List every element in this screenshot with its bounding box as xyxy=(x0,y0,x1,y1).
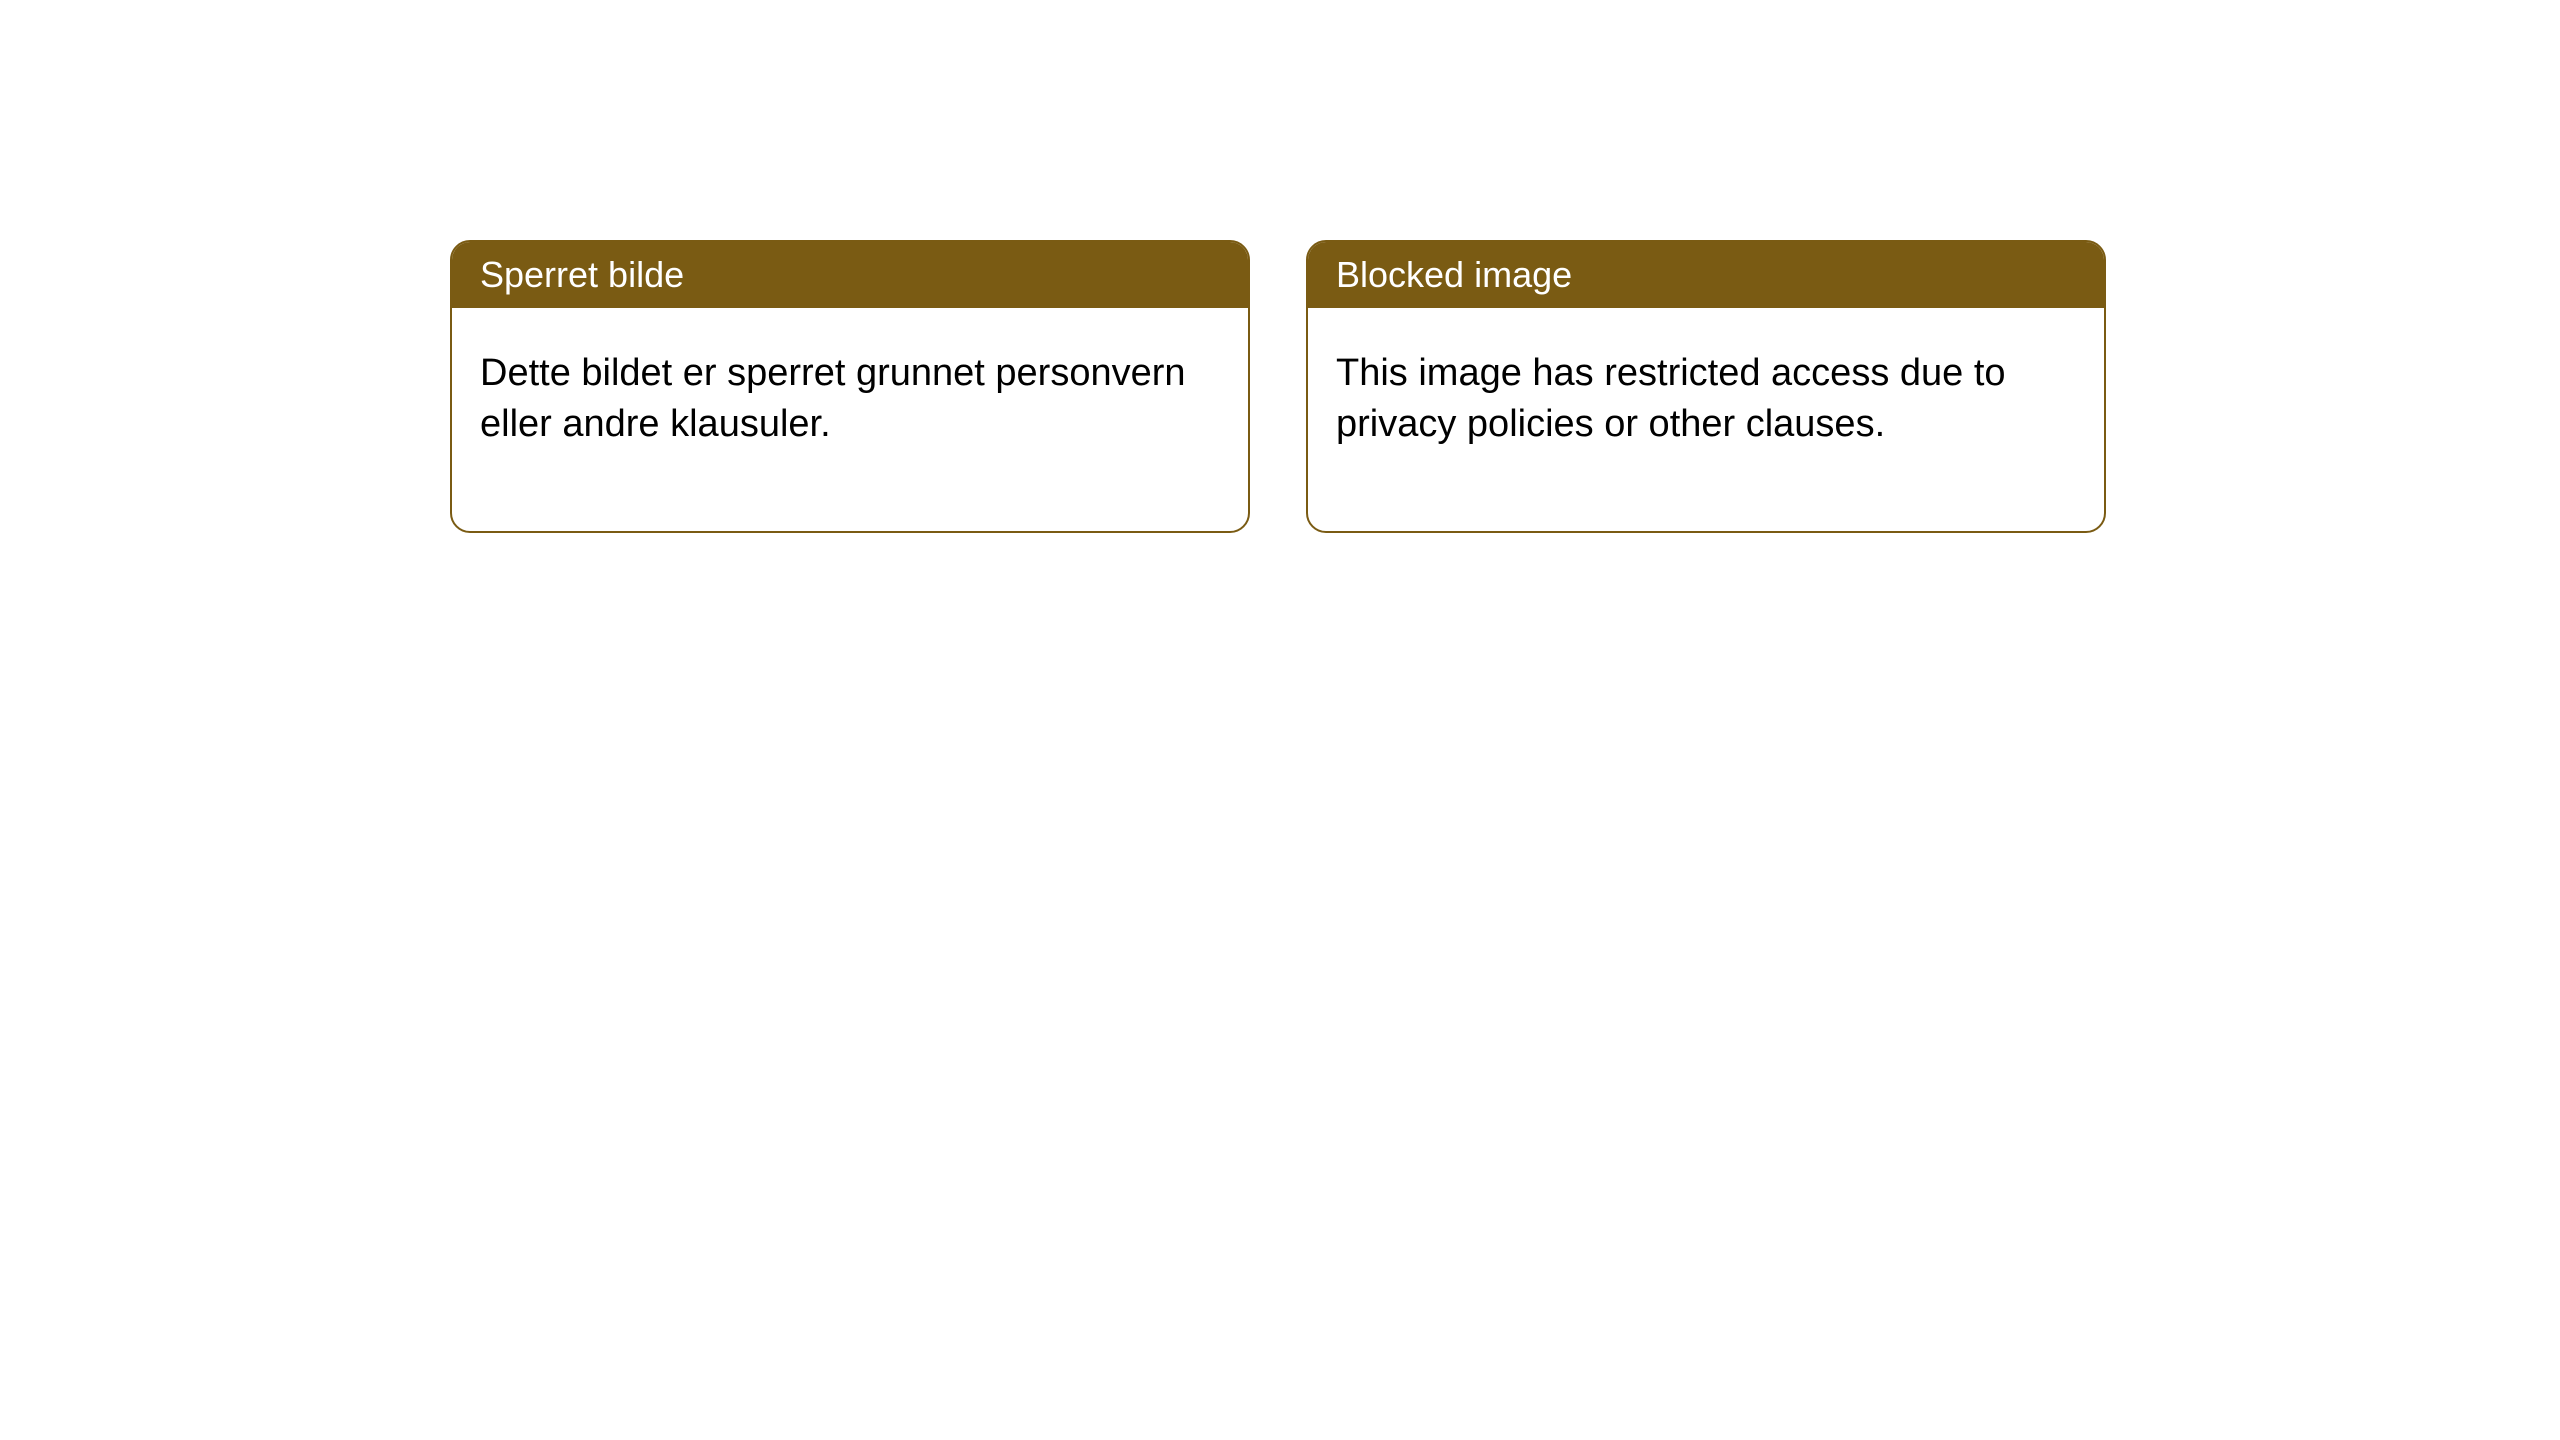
notice-card-no: Sperret bilde Dette bildet er sperret gr… xyxy=(450,240,1250,533)
notice-container: Sperret bilde Dette bildet er sperret gr… xyxy=(450,240,2106,533)
notice-header-en: Blocked image xyxy=(1308,242,2104,308)
notice-card-en: Blocked image This image has restricted … xyxy=(1306,240,2106,533)
notice-body-no: Dette bildet er sperret grunnet personve… xyxy=(452,308,1248,531)
notice-header-no: Sperret bilde xyxy=(452,242,1248,308)
notice-body-en: This image has restricted access due to … xyxy=(1308,308,2104,531)
